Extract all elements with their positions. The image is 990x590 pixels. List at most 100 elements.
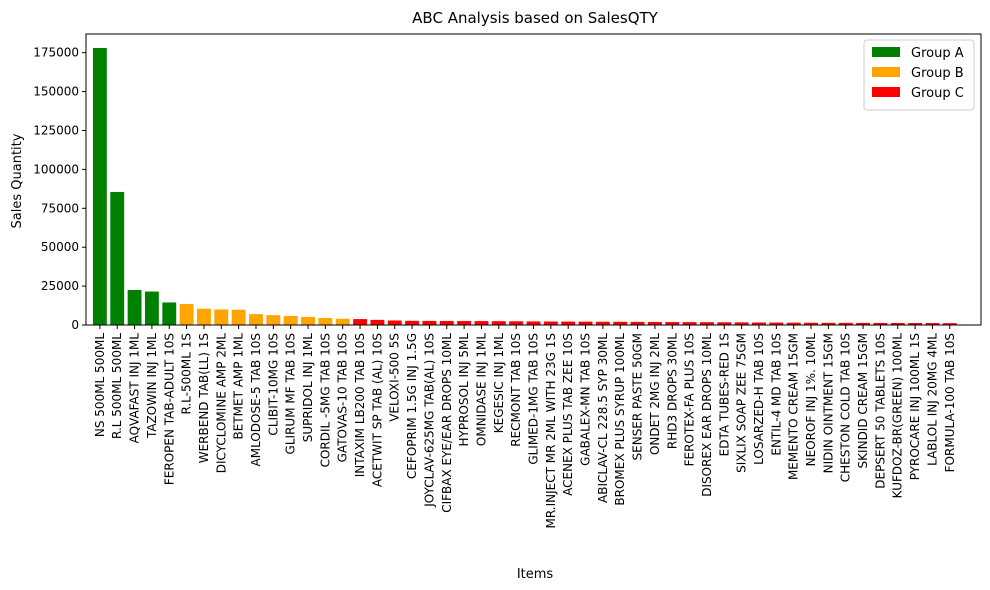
bar-41 (786, 322, 801, 325)
y-axis: 0 25000 50000 75000 100000 125000 150000 175000 (33, 46, 86, 332)
x-axis: NS 500ML 500ML R.L 500ML 500ML AQVAFAST IN… (93, 325, 957, 528)
bar-16 (353, 319, 367, 325)
y-tick-label: 0 (71, 318, 79, 332)
x-tick-label: SENSER PASTE 50GM (631, 333, 645, 460)
x-tick-label: BETMET AMP 1ML (232, 333, 246, 440)
bar-7 (197, 308, 211, 325)
bar-15 (335, 318, 350, 325)
x-tick-label: INTAXIM LB200 TAB 10S (353, 333, 367, 477)
bar-28 (561, 321, 576, 325)
x-tick-label: WERBEND TAB(LL) 1S (197, 333, 211, 463)
x-tick-label: GLIRUM MF TAB 10S (284, 333, 298, 454)
bar-13 (301, 316, 315, 325)
bar-49 (925, 323, 940, 325)
bar-45 (856, 322, 870, 325)
x-tick-label: FEROPEN TAB-ADULT 10S (162, 333, 176, 485)
bar-33 (647, 321, 662, 325)
x-tick-label: JOYCLAV-625MG TAB(AL) 10S (422, 333, 436, 508)
x-tick-label: LOSARZED-H TAB 10S (752, 333, 766, 465)
bar-5 (162, 302, 177, 325)
x-tick-label: AMLODOSE-5 TAB 10S (249, 333, 263, 466)
x-axis-title: Items (517, 567, 554, 582)
chart-title: ABC Analysis based on SalesQTY (412, 9, 658, 27)
x-tick-label: GLIMED-1MG TAB 10S (527, 333, 541, 465)
bar-14 (318, 318, 333, 325)
x-tick-label: R.L 500ML 500ML (110, 333, 124, 439)
x-tick-label: DISOREX EAR DROPS 10ML (700, 333, 714, 497)
x-tick-label: NIDIN OINTMENT 15GM (821, 333, 835, 473)
x-tick-label: AQVAFAST INJ 1ML (128, 333, 142, 444)
plot-frame (85, 33, 982, 326)
bar-4 (144, 291, 159, 325)
bar-2 (110, 191, 125, 325)
bar-26 (526, 321, 541, 325)
bar-39 (752, 322, 766, 325)
y-tick-label: 175000 (33, 46, 79, 60)
y-tick-label: 75000 (41, 201, 79, 215)
x-tick-label: ENTIL-4 MD TAB 10S (769, 333, 783, 456)
x-tick-label: MR.INJECT MR 2ML WITH 23G 1S (544, 333, 558, 528)
bar-11 (266, 315, 281, 325)
x-tick-label: SIXLIX SOAP ZEE 75GM (735, 333, 749, 473)
bar-27 (543, 321, 558, 325)
bar-18 (387, 320, 402, 325)
bar-20 (422, 320, 437, 325)
x-tick-label: SKINDID CREAM 15GM (856, 333, 870, 468)
x-tick-label: EDTA TUBES-RED 1S (717, 333, 731, 456)
x-tick-label: DEPSERT 50 TABLETS 10S (873, 333, 887, 489)
y-tick-label: 125000 (33, 123, 79, 137)
bar-8 (214, 309, 229, 325)
legend-label: Group A (911, 46, 964, 61)
legend-swatch (872, 67, 900, 77)
bar-36 (700, 322, 714, 325)
bar-6 (179, 303, 194, 325)
bar-17 (370, 319, 385, 325)
x-tick-label: KEGESIC INJ 1ML (492, 333, 506, 434)
x-tick-label: LABLOL INJ 20MG 4ML (925, 333, 939, 466)
bar-44 (838, 322, 853, 325)
bar-47 (890, 322, 905, 325)
bar-10 (249, 314, 263, 325)
bar-48 (908, 323, 923, 325)
legend-label: Group B (911, 66, 964, 81)
x-tick-label: ABICLAV-CL 228.5 SYP 30ML (596, 333, 610, 503)
x-tick-label: FEROTEX-FA PLUS 10S (683, 333, 697, 466)
bar-40 (769, 322, 784, 325)
x-tick-label: CHESTON COLD TAB 10S (839, 333, 853, 482)
x-tick-label: GABALEX-MN TAB 10S (579, 333, 593, 466)
bar-35 (682, 322, 697, 325)
y-tick-label: 150000 (33, 85, 79, 99)
bar-31 (613, 321, 628, 325)
x-tick-label: NS 500ML 500ML (93, 333, 107, 437)
x-tick-label: ACENEX PLUS TAB ZEE 10S (561, 333, 575, 496)
x-tick-label: RECMONT TAB 10S (509, 333, 523, 447)
bar-12 (283, 315, 298, 325)
x-tick-label: CIFBAX EYE/EAR DROPS 10ML (440, 333, 454, 513)
bar-24 (491, 321, 506, 325)
legend: Group A Group B Group C (863, 39, 975, 111)
bars-layer (92, 48, 957, 325)
x-tick-label: DICYCLOMINE AMP 2ML (214, 333, 228, 474)
bar-43 (821, 322, 836, 325)
bar-25 (509, 321, 524, 325)
y-axis-title: Sales Quantity (10, 133, 25, 228)
x-tick-label: MEMENTO CREAM 15GM (787, 333, 801, 480)
bar-42 (804, 322, 818, 325)
x-tick-label: BROMEX PLUS SYRUP 100ML (613, 333, 627, 506)
x-tick-label: NEOROF INJ 1%. 10ML (804, 333, 818, 467)
bar-30 (595, 321, 610, 325)
bar-50 (942, 323, 957, 325)
x-tick-label: HYPROSOL INJ 5ML (457, 333, 471, 447)
bar-37 (717, 322, 732, 325)
x-tick-label: ACETWIT SP TAB (AL) 10S (370, 333, 384, 487)
x-tick-label: OMNIDASE INJ 1ML (474, 333, 488, 446)
x-tick-label: KUFDOZ-BR(GREEN) 100ML (891, 333, 905, 499)
x-tick-label: CLIBIT-10MG 10S (266, 333, 280, 436)
x-tick-label: R.L-500ML 1S (180, 333, 194, 415)
legend-label: Group C (911, 86, 964, 101)
bar-34 (665, 322, 680, 325)
x-tick-label: TAZOWIN INJ 1ML (145, 333, 159, 439)
x-tick-label: SUPRIDOL INJ 1ML (301, 333, 315, 443)
